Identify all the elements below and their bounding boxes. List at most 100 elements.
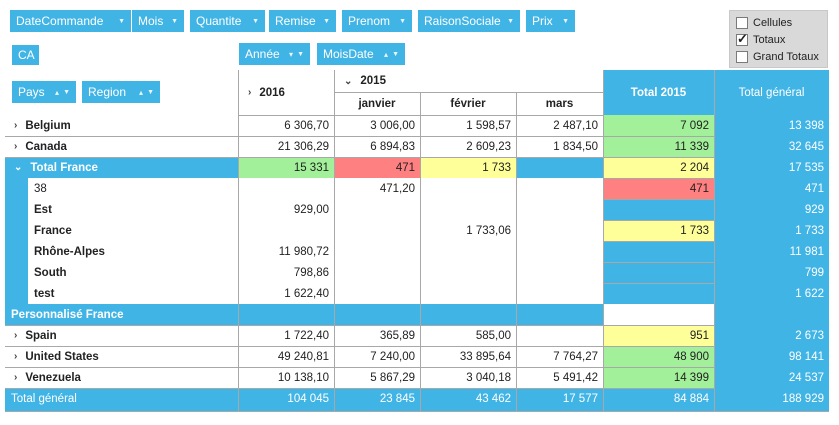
value-cell	[603, 241, 714, 262]
row-field-region[interactable]: Region ▴ ▼	[82, 81, 160, 103]
filter-icon[interactable]: ▼	[252, 17, 259, 25]
grid-line	[238, 70, 239, 411]
value-cell: 10 138,10	[277, 371, 329, 384]
row-label[interactable]: › Venezuela	[5, 367, 237, 388]
collapse-icon[interactable]: ⌄	[14, 162, 23, 173]
value-cell: 799	[804, 266, 824, 279]
value-cell	[334, 241, 420, 262]
value-cell: 43 462	[475, 392, 511, 405]
value-cell: 798,86	[293, 266, 329, 279]
filter-field-datecommande[interactable]: DateCommande ▼	[10, 10, 131, 32]
filter-icon[interactable]: ▼	[147, 88, 154, 96]
value-cell: 6 306,70	[284, 119, 329, 132]
column-header-month: mars	[545, 97, 574, 110]
filter-field-label: Quantite	[196, 14, 242, 28]
value-cell: 15 331	[293, 161, 329, 174]
value-cell: 1 733	[795, 224, 824, 237]
data-field-ca[interactable]: CA	[12, 45, 39, 65]
value-cell	[334, 283, 420, 304]
filter-field-prix[interactable]: Prix ▼	[526, 10, 575, 32]
row-label[interactable]: › Belgium	[5, 115, 237, 136]
expand-icon[interactable]: ›	[14, 330, 18, 341]
filter-icon[interactable]: ▼	[63, 88, 70, 96]
filter-icon[interactable]: ▼	[562, 17, 569, 25]
filter-icon[interactable]: ▼	[171, 17, 178, 25]
checkbox[interactable]	[736, 31, 748, 47]
filter-icon[interactable]: ▼	[297, 50, 304, 58]
highlight-cell	[603, 325, 714, 346]
filter-field-remise[interactable]: Remise ▼	[269, 10, 336, 32]
filter-icon[interactable]: ▼	[399, 17, 406, 25]
value-cell: 1 733	[482, 161, 511, 174]
option-grand-totaux[interactable]: Grand Totaux	[736, 48, 821, 65]
value-cell	[238, 304, 334, 325]
grid-line	[516, 92, 517, 411]
filter-icon[interactable]: ▼	[392, 50, 399, 58]
value-cell: 2 609,23	[466, 140, 511, 153]
sort-asc-icon[interactable]: ▴	[384, 49, 389, 59]
grid-line	[603, 262, 714, 263]
filter-field-quantite[interactable]: Quantite ▼	[190, 10, 265, 32]
collapse-icon[interactable]: ⌄	[344, 75, 353, 87]
grid-line	[5, 388, 714, 389]
row-label[interactable]: › Spain	[5, 325, 237, 346]
column-field-année[interactable]: Année ▾ ▼	[239, 43, 310, 65]
row-label[interactable]: Total général	[5, 388, 237, 409]
value-cell: 98 141	[788, 350, 824, 363]
sort-asc-icon[interactable]: ▴	[55, 87, 60, 97]
row-label: Est	[28, 199, 237, 220]
value-cell: 1 622	[795, 287, 824, 300]
row-label[interactable]: ⌄ Total France	[5, 157, 237, 178]
value-cell: 6 894,83	[370, 140, 415, 153]
value-cell: 84 884	[673, 392, 709, 405]
option-label: Grand Totaux	[753, 50, 819, 63]
row-label[interactable]: › Canada	[5, 136, 237, 157]
expand-icon[interactable]: ›	[14, 120, 18, 131]
column-field-label: MoisDate	[323, 47, 374, 61]
value-cell	[516, 199, 603, 220]
expand-icon[interactable]: ›	[14, 351, 18, 362]
expand-icon[interactable]: ›	[14, 141, 18, 152]
option-cellules[interactable]: Cellules	[736, 14, 821, 31]
sort-asc-icon[interactable]: ▴	[139, 87, 144, 97]
value-cell: 471	[689, 182, 709, 195]
option-label: Cellules	[753, 16, 793, 29]
expand-icon[interactable]: ›	[14, 372, 18, 383]
value-cell	[420, 199, 516, 220]
filter-icon[interactable]: ▼	[323, 17, 330, 25]
filter-field-raisonsociale[interactable]: RaisonSociale ▼	[418, 10, 520, 32]
filter-field-mois[interactable]: Mois ▼	[132, 10, 184, 32]
row-label-text: Rhône-Alpes	[34, 245, 105, 258]
grid-line	[5, 411, 829, 412]
filter-icon[interactable]: ▼	[118, 17, 125, 25]
column-header-2016[interactable]: › 2016	[238, 70, 334, 115]
value-cell: 2 204	[680, 161, 709, 174]
option-totaux[interactable]: Totaux	[736, 31, 821, 48]
value-cell	[516, 241, 603, 262]
grid-line	[5, 157, 714, 158]
value-cell: 365,89	[379, 329, 415, 342]
row-label: 38	[28, 178, 237, 199]
value-cell: 17 535	[788, 161, 824, 174]
highlight-cell	[603, 220, 714, 241]
checkbox[interactable]	[736, 16, 748, 29]
row-label: Rhône-Alpes	[28, 241, 237, 262]
value-cell: 2 673	[795, 329, 824, 342]
row-label-text: 38	[34, 182, 47, 195]
filter-icon[interactable]: ▼	[507, 17, 514, 25]
column-field-moisdate[interactable]: MoisDate ▴ ▼	[317, 43, 405, 65]
expand-icon[interactable]: ›	[248, 87, 252, 98]
filter-field-prenom[interactable]: Prenom ▼	[342, 10, 412, 32]
column-header-2015[interactable]: ⌄ 2015	[334, 70, 603, 92]
highlight-cell	[603, 262, 714, 283]
row-field-pays[interactable]: Pays ▴ ▼	[12, 81, 76, 103]
checkbox[interactable]	[736, 50, 748, 63]
filter-field-label: DateCommande	[16, 14, 104, 28]
value-cell: 1 622,40	[284, 287, 329, 300]
sort-desc-icon[interactable]: ▾	[289, 49, 294, 59]
value-cell: 13 398	[788, 119, 824, 132]
row-label[interactable]: Personnalisé France	[5, 304, 237, 325]
row-label[interactable]: › United States	[5, 346, 237, 367]
value-cell	[603, 283, 714, 304]
highlight-cell	[603, 367, 714, 388]
